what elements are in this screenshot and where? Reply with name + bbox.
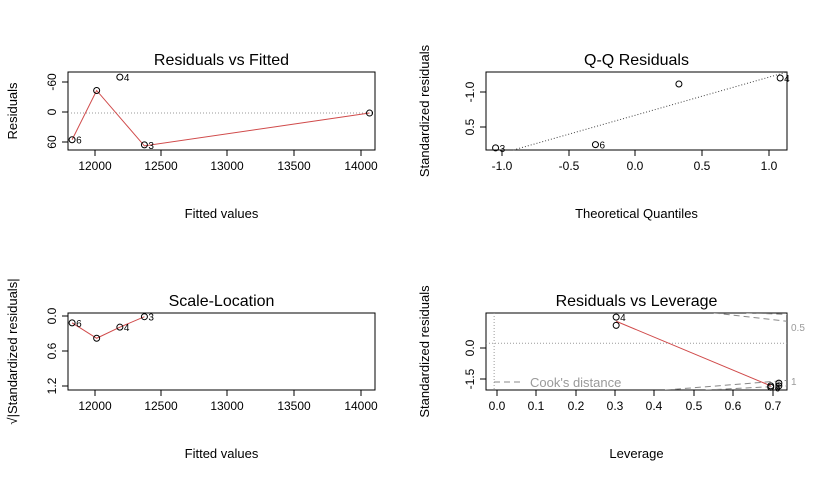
chart-title: Residuals vs Leverage bbox=[556, 293, 718, 310]
data-point bbox=[591, 141, 599, 149]
plot-frame bbox=[67, 312, 376, 391]
data-point bbox=[68, 319, 76, 327]
y-tick-label: -1.5 bbox=[463, 368, 477, 389]
smooth-line bbox=[71, 89, 370, 147]
y-axis-label: Standardized residuals bbox=[417, 285, 432, 418]
panel-4: Residuals vs Leverage Leverage Standardize… bbox=[417, 285, 805, 461]
y-tick-label: -1.0 bbox=[463, 81, 477, 102]
data-point bbox=[140, 141, 148, 149]
y-tick-label: 0.6 bbox=[45, 342, 59, 359]
cooks-distance-curve bbox=[713, 313, 787, 322]
y-tick-label: 0.0 bbox=[463, 339, 477, 356]
x-tick-label: 0.7 bbox=[765, 399, 782, 413]
y-axis-label: Residuals bbox=[5, 82, 20, 140]
data-point bbox=[776, 74, 784, 82]
x-tick-label: 13000 bbox=[210, 159, 244, 173]
data-point bbox=[612, 321, 620, 329]
point-label: 4 bbox=[124, 73, 130, 84]
x-tick-label: 14000 bbox=[344, 399, 378, 413]
y-tick-label: 1.2 bbox=[45, 377, 59, 394]
plot-frame bbox=[485, 71, 788, 151]
data-point bbox=[492, 144, 500, 152]
data-point bbox=[116, 73, 124, 81]
x-tick-label: 12000 bbox=[78, 159, 112, 173]
smooth-line bbox=[615, 320, 771, 387]
qq-reference-line bbox=[513, 71, 788, 151]
point-label: 3 bbox=[775, 382, 781, 393]
data-point bbox=[68, 136, 76, 144]
y-axis-label: √|Standardized residuals| bbox=[5, 278, 20, 424]
cooks-distance-legend: Cook's distance bbox=[530, 375, 621, 390]
y-tick-label: 0 bbox=[45, 108, 59, 115]
data-point bbox=[93, 334, 101, 342]
panel-3: Scale-Location Fitted values √|Standardize… bbox=[5, 278, 378, 461]
x-tick-label: 0.4 bbox=[646, 399, 663, 413]
cooks-level-label: 1 bbox=[791, 377, 797, 388]
x-tick-label: 0.0 bbox=[489, 399, 506, 413]
data-point bbox=[93, 86, 101, 94]
x-tick-label: -0.5 bbox=[559, 159, 580, 173]
point-label: 4 bbox=[124, 323, 130, 334]
x-tick-label: 13500 bbox=[277, 399, 311, 413]
cooks-distance-curve bbox=[705, 385, 787, 390]
x-tick-label: 12500 bbox=[144, 159, 178, 173]
x-axis-label: Fitted values bbox=[185, 206, 259, 221]
chart-title: Residuals vs Fitted bbox=[154, 52, 289, 69]
x-tick-label: 0.3 bbox=[607, 399, 624, 413]
point-label: 4 bbox=[620, 313, 626, 324]
y-tick-label: 60 bbox=[45, 135, 59, 149]
x-tick-label: 12000 bbox=[78, 399, 112, 413]
y-axis-label: Standardized residuals bbox=[417, 44, 432, 177]
data-point bbox=[775, 379, 783, 387]
point-label: 3 bbox=[148, 141, 154, 152]
x-axis-label: Fitted values bbox=[185, 446, 259, 461]
data-point bbox=[612, 313, 620, 321]
x-tick-label: 0.5 bbox=[694, 159, 711, 173]
x-tick-label: 0.2 bbox=[568, 399, 585, 413]
panel-1: Residuals vs Fitted Fitted values Residual… bbox=[5, 52, 378, 221]
x-tick-label: 0.0 bbox=[627, 159, 644, 173]
x-tick-label: 12500 bbox=[144, 399, 178, 413]
cooks-level-label: 0.5 bbox=[791, 323, 805, 334]
plot-frame bbox=[67, 71, 376, 151]
data-point bbox=[775, 382, 783, 390]
x-axis-label: Theoretical Quantiles bbox=[575, 206, 698, 221]
chart-title: Q-Q Residuals bbox=[584, 52, 689, 69]
x-tick-label: 13500 bbox=[277, 159, 311, 173]
data-point bbox=[366, 109, 374, 117]
cooks-distance-curve bbox=[664, 379, 787, 390]
chart-title: Scale-Location bbox=[169, 293, 275, 310]
plot-frame bbox=[485, 312, 788, 391]
x-tick-label: 0.1 bbox=[528, 399, 545, 413]
data-point bbox=[767, 383, 775, 391]
panel-2: Q-Q Residuals Theoretical Quantiles Standa… bbox=[417, 44, 790, 221]
y-tick-label: -60 bbox=[45, 73, 59, 91]
x-tick-label: 1.0 bbox=[761, 159, 778, 173]
cooks-distance-curve bbox=[746, 313, 787, 315]
point-label: 6 bbox=[76, 319, 82, 330]
x-tick-label: -1.0 bbox=[492, 159, 513, 173]
x-tick-label: 0.6 bbox=[725, 399, 742, 413]
x-tick-label: 13000 bbox=[210, 399, 244, 413]
y-tick-label: 0.5 bbox=[463, 118, 477, 135]
x-tick-label: 14000 bbox=[344, 159, 378, 173]
x-axis-label: Leverage bbox=[609, 446, 663, 461]
point-label: 4 bbox=[784, 74, 790, 85]
x-tick-label: 0.5 bbox=[686, 399, 703, 413]
point-label: 3 bbox=[148, 313, 154, 324]
data-point bbox=[140, 313, 148, 321]
point-label: 6 bbox=[76, 136, 82, 147]
data-point bbox=[116, 323, 124, 331]
y-tick-label: 0.0 bbox=[45, 307, 59, 324]
smooth-line bbox=[71, 316, 145, 339]
point-label: 6 bbox=[599, 141, 605, 152]
point-label: 3 bbox=[500, 144, 506, 155]
data-point bbox=[675, 80, 683, 88]
